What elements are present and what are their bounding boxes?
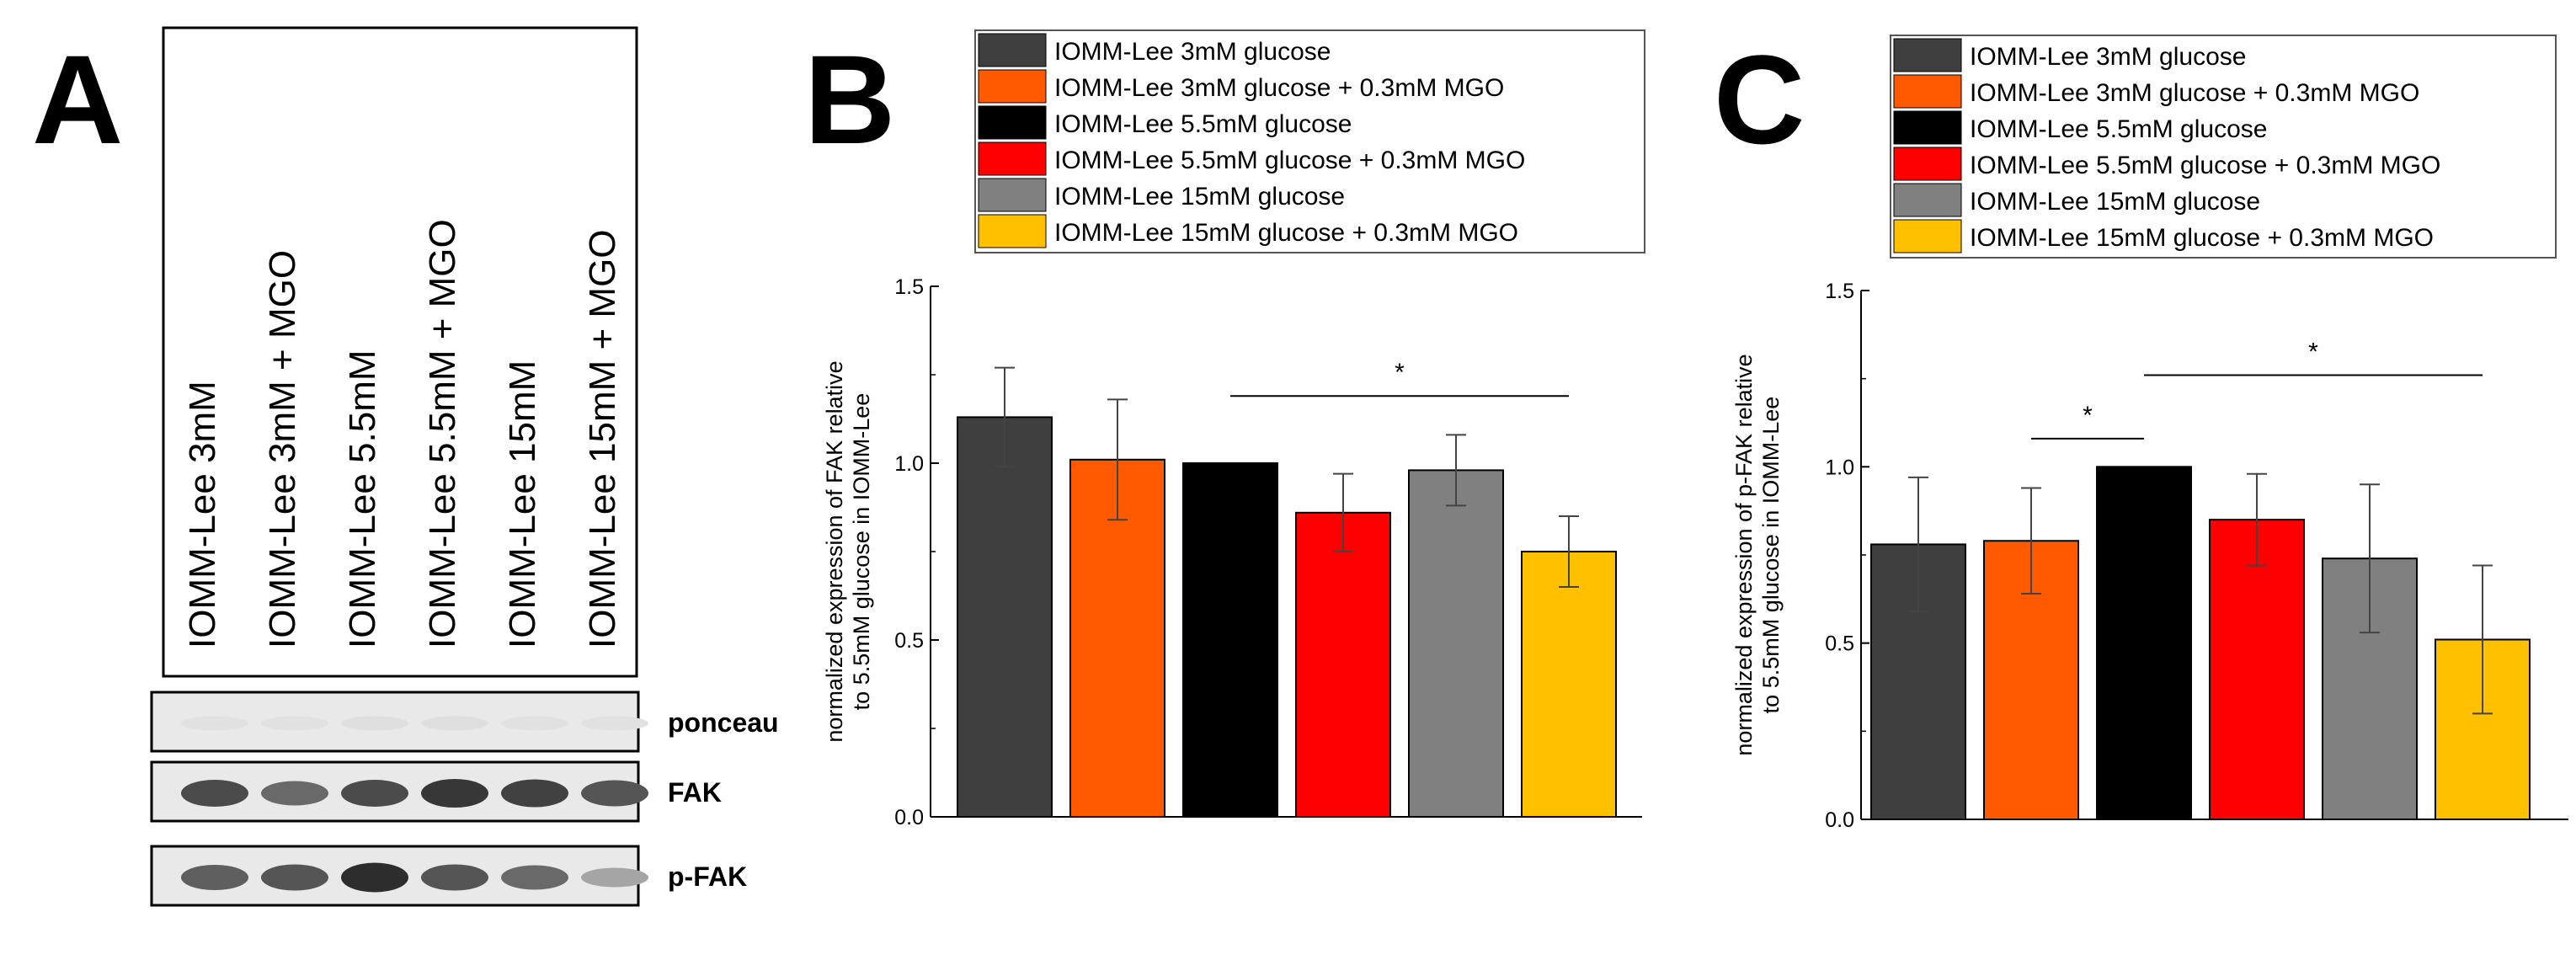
- bar: [2209, 519, 2305, 821]
- y-tick-label: 0.5: [894, 629, 924, 653]
- blot-band: [501, 779, 568, 808]
- blot-band: [581, 716, 648, 731]
- blot-band: [341, 716, 408, 731]
- lane-labels: IOMM-Lee 3mM IOMM-Lee 3mM + MGO IOMM-Lee…: [182, 219, 623, 648]
- legend-swatch: [1893, 219, 1962, 253]
- bar: [957, 416, 1053, 818]
- blot-band: [501, 865, 568, 890]
- blot-band: [261, 864, 328, 891]
- panel-c-letter: C: [1714, 29, 1805, 170]
- western-blots: ponceau FAK p-FAK: [150, 691, 779, 907]
- lane-label-5: IOMM-Lee 15mM: [502, 360, 543, 648]
- y-tick-label: 1.0: [1825, 456, 1854, 479]
- y-tick-label: 0.0: [1825, 808, 1854, 832]
- significance-star: *: [2083, 402, 2093, 429]
- blot-label: FAK: [668, 777, 722, 808]
- blot-band: [181, 865, 248, 890]
- legend-swatch: [1893, 38, 1962, 72]
- legend-label: IOMM-Lee 15mM glucose + 0.3mM MGO: [1054, 219, 1518, 247]
- blot-band: [581, 780, 648, 807]
- lane-label-4: IOMM-Lee 5.5mM + MGO: [422, 219, 463, 648]
- legend-swatch: [978, 69, 1047, 104]
- blot-band: [581, 867, 648, 888]
- legend-swatch: [978, 214, 1047, 248]
- blot-band: [341, 780, 408, 807]
- legend-label: IOMM-Lee 3mM glucose: [1970, 43, 2246, 71]
- y-axis-label: normalized expression of p-FAK relative: [1731, 354, 1757, 755]
- legend-swatch: [1893, 183, 1962, 217]
- legend-label: IOMM-Lee 3mM glucose + 0.3mM MGO: [1054, 74, 1504, 102]
- significance-star: *: [2308, 338, 2318, 365]
- panel-a-letter: A: [32, 29, 123, 170]
- bar: [2096, 466, 2192, 820]
- blot-band: [181, 716, 248, 731]
- lane-label-box: [162, 26, 638, 678]
- lane-label-1: IOMM-Lee 3mM: [182, 381, 223, 648]
- blot-band: [181, 780, 248, 807]
- blot-band: [341, 862, 408, 893]
- y-tick-label: 1.5: [1825, 280, 1854, 303]
- legend-frame: [974, 29, 1645, 253]
- bar: [1182, 462, 1278, 818]
- legend-swatch: [1893, 110, 1962, 145]
- y-axis-label: normalized expression of FAK relative: [822, 360, 847, 742]
- legend-label: IOMM-Lee 15mM glucose + 0.3mM MGO: [1970, 224, 2434, 252]
- legend-label: IOMM-Lee 5.5mM glucose: [1054, 110, 1352, 138]
- chart-b-fak: 0.0 0.5 1.0 1.5 normalized expression of FAK…: [822, 275, 1642, 829]
- blot-label: p-FAK: [668, 861, 747, 892]
- blot-band: [261, 781, 328, 806]
- legend-c: IOMM-Lee 3mM glucose IOMM-Lee 3mM glucose…: [1890, 35, 2557, 259]
- legend-swatch: [978, 105, 1047, 140]
- blot-label: ponceau: [668, 707, 779, 738]
- legend-label: IOMM-Lee 3mM glucose + 0.3mM MGO: [1970, 79, 2419, 107]
- blot-band: [421, 716, 488, 731]
- y-tick-label: 0.0: [894, 806, 924, 829]
- legend-label: IOMM-Lee 15mM glucose: [1054, 183, 1345, 211]
- blot-band: [421, 864, 488, 891]
- bar: [1408, 469, 1504, 819]
- chart-c-pfak: 0.0 0.5 1.0 1.5 normalized expression of p-F…: [1731, 280, 2568, 832]
- lane-label-2: IOMM-Lee 3mM + MGO: [262, 250, 303, 648]
- blot-band: [261, 716, 328, 731]
- bar: [1295, 511, 1391, 818]
- legend-swatch: [1893, 74, 1962, 109]
- y-axis-label: to 5.5mM glucose in IOMM-Lee: [849, 393, 874, 711]
- legend-label: IOMM-Lee 5.5mM glucose: [1970, 115, 2267, 143]
- y-tick-label: 0.5: [1825, 632, 1854, 656]
- legend-b: IOMM-Lee 3mM glucose IOMM-Lee 3mM glucose…: [974, 29, 1645, 253]
- legend-label: IOMM-Lee 3mM glucose: [1054, 38, 1331, 66]
- legend-label: IOMM-Lee 5.5mM glucose + 0.3mM MGO: [1054, 147, 1525, 174]
- bar: [1521, 551, 1617, 818]
- legend-swatch: [978, 141, 1047, 176]
- blot-band: [421, 779, 488, 808]
- lane-label-3: IOMM-Lee 5.5mM: [342, 349, 383, 648]
- legend-swatch: [1893, 147, 1962, 181]
- y-tick-label: 1.5: [894, 275, 924, 299]
- panel-b-letter: B: [804, 29, 895, 170]
- legend-swatch: [978, 33, 1047, 67]
- legend-label: IOMM-Lee 15mM glucose: [1970, 188, 2260, 216]
- y-axis-label: to 5.5mM glucose in IOMM-Lee: [1758, 397, 1784, 714]
- significance-star: *: [1395, 359, 1405, 387]
- y-tick-label: 1.0: [894, 452, 924, 476]
- lane-label-6: IOMM-Lee 15mM + MGO: [582, 229, 623, 648]
- legend-swatch: [978, 178, 1047, 212]
- legend-frame: [1890, 35, 2557, 259]
- legend-label: IOMM-Lee 5.5mM glucose + 0.3mM MGO: [1970, 152, 2440, 179]
- blot-band: [501, 716, 568, 731]
